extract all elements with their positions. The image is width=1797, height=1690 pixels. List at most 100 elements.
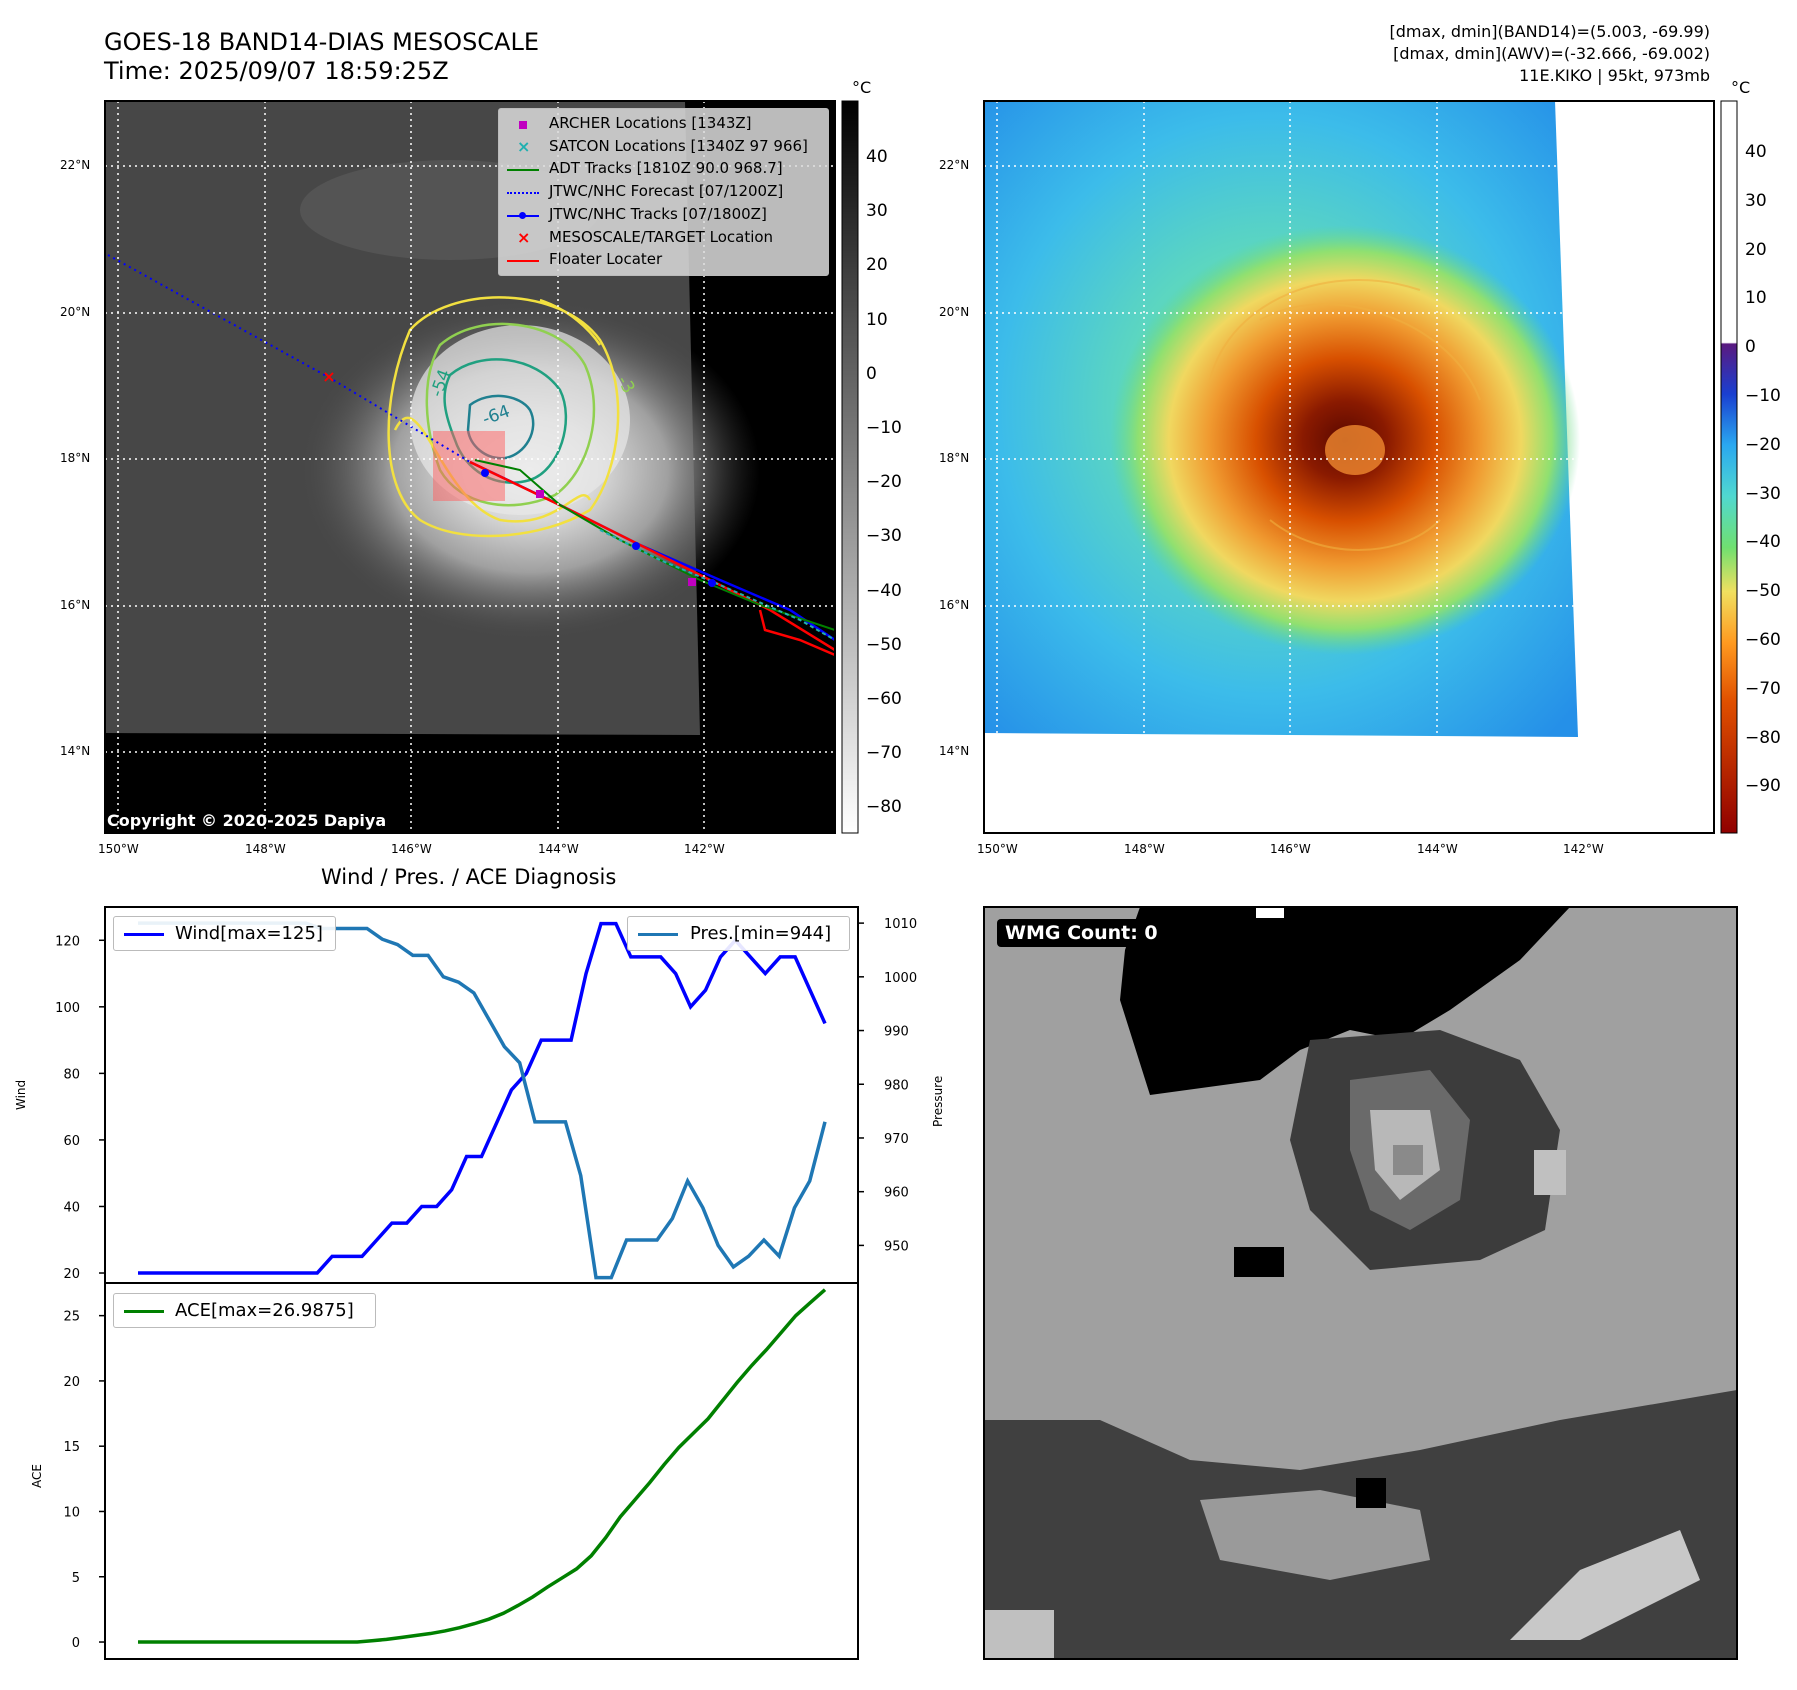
colorbar-tick-label: 0 (1745, 337, 1756, 358)
lat-tick-label: 22°N (60, 158, 91, 172)
axis-tick-label: 15 (63, 1440, 80, 1455)
legend-label: Floater Locater (549, 250, 663, 269)
awv-colorbar-unit: °C (1731, 78, 1751, 97)
lon-tick-label: 144°W (1417, 842, 1458, 856)
colorbar-tick-label: 20 (866, 255, 888, 276)
colorbar-tick-label: −60 (1745, 630, 1781, 650)
axis-tick-label: 25 (63, 1310, 80, 1325)
legend-marker-icon (507, 163, 539, 177)
legend-label: MESOSCALE/TARGET Location (549, 227, 774, 246)
ace-series-group (138, 1288, 827, 1644)
legend-marker-icon (507, 209, 539, 223)
lat-tick-label: 16°N (60, 598, 91, 612)
lon-tick-label: 146°W (391, 842, 432, 856)
lon-tick-label: 150°W (98, 842, 139, 856)
colorbar-tick-label: −80 (1745, 727, 1781, 748)
wmg-panel (984, 907, 1737, 1659)
colorbar-tick-label: −50 (1745, 581, 1781, 602)
svg-text:×: × (322, 367, 335, 386)
axis-tick-label: 960 (884, 1186, 909, 1201)
axis-tick-label: 0 (72, 1636, 80, 1651)
chart-title: GOES-18 BAND14-DIAS MESOSCALE (104, 28, 540, 56)
legend-label: JTWC/NHC Forecast [07/1200Z] (549, 182, 784, 201)
pres-legend: Pres.[min=944] (627, 916, 850, 951)
colorbar-tick-label: −50 (866, 634, 902, 655)
diagnosis-title: Wind / Pres. / ACE Diagnosis (321, 865, 617, 889)
colorbar-tick-label: −80 (866, 797, 902, 818)
awv-colorbar (1720, 100, 1738, 834)
axis-tick-label: 5 (72, 1571, 80, 1586)
wind-series-group (138, 921, 827, 1275)
ace-legend-swatch (124, 1310, 164, 1313)
legend-label: ADT Tracks [1810Z 90.0 968.7] (549, 159, 783, 178)
lat-tick-label: 18°N (60, 451, 91, 465)
lat-tick-label: 18°N (939, 451, 970, 465)
colorbar-tick-label: −90 (1745, 776, 1781, 797)
lat-tick-label: 14°N (60, 744, 91, 758)
axis-tick-label: 40 (63, 1200, 80, 1215)
ace-legend: ACE[max=26.9875] (113, 1293, 376, 1328)
colorbar-tick-label: 10 (1745, 288, 1767, 309)
colorbar-tick-label: −30 (1745, 483, 1781, 504)
colorbar-tick-label: −60 (866, 689, 902, 709)
colorbar-tick-label: 10 (866, 309, 888, 330)
pres-legend-label: Pres.[min=944] (690, 923, 832, 944)
lon-tick-label: 146°W (1270, 842, 1311, 856)
ir-colorbar (841, 100, 859, 834)
colorbar-tick-label: −40 (866, 580, 902, 601)
colorbar-tick-label: 40 (1745, 142, 1767, 162)
wind-legend-swatch (124, 933, 164, 936)
legend-label: JTWC/NHC Tracks [07/1800Z] (549, 204, 767, 223)
legend-label: SATCON Locations [1340Z 97 966] (549, 136, 808, 155)
axis-tick-label: 990 (884, 1025, 909, 1040)
chart-ticks-group: 20 40 60 80 100 120 950 960 970 980 990 1000 1010 0 5 1… (55, 917, 917, 1651)
legend-marker-icon (507, 254, 539, 268)
lon-tick-label: 142°W (1563, 842, 1604, 856)
lon-tick-label: 150°W (977, 842, 1018, 856)
colorbar-tick-label: −10 (1745, 386, 1781, 406)
colorbar-tick-label: 40 (866, 147, 888, 167)
axis-tick-label: 20 (63, 1267, 80, 1282)
colorbar-tick-label: 20 (1745, 239, 1767, 260)
pres-ylabel: Pressure (931, 1075, 945, 1127)
colorbar-tick-label: −70 (1745, 678, 1781, 699)
axis-tick-label: 80 (63, 1067, 80, 1082)
ace-legend-label: ACE[max=26.9875] (175, 1300, 354, 1321)
lat-tick-label: 22°N (939, 158, 970, 172)
axis-tick-label: 950 (884, 1239, 909, 1254)
wind-pres-axes (104, 906, 859, 1284)
pres-legend-swatch (638, 933, 678, 936)
wind-line (138, 921, 827, 1275)
axis-tick-label: 120 (55, 934, 80, 949)
legend-marker-icon: × (517, 136, 531, 156)
colorbar-tick-label: −30 (866, 526, 902, 547)
stats-band14: [dmax, dmin](BAND14)=(5.003, -69.99) (1389, 22, 1711, 41)
legend-marker-icon: × (517, 227, 531, 247)
lat-tick-label: 16°N (939, 598, 970, 612)
lon-tick-label: 148°W (1124, 842, 1165, 856)
legend-marker-icon (507, 118, 539, 132)
colorbar-tick-label: −40 (1745, 532, 1781, 553)
colorbar-tick-label: −70 (866, 743, 902, 764)
axis-tick-label: 60 (63, 1134, 80, 1149)
pres-series-group (138, 921, 827, 1280)
colorbar-tick-label: −10 (866, 418, 902, 438)
wmg-count-label: WMG Count: 0 (997, 919, 1166, 947)
colorbar-tick-label: −20 (866, 472, 902, 493)
storm-info: 11E.KIKO | 95kt, 973mb (1519, 66, 1710, 85)
stats-awv: [dmax, dmin](AWV)=(-32.666, -69.002) (1393, 44, 1710, 63)
map-legend: ARCHER Locations [1343Z] × SATCON Location… (498, 108, 829, 276)
lon-tick-label: 142°W (684, 842, 725, 856)
axis-tick-label: 1010 (884, 917, 917, 932)
ace-axes (104, 1282, 859, 1660)
axis-tick-label: 1000 (884, 971, 917, 986)
lon-tick-label: 148°W (245, 842, 286, 856)
ace-ylabel: ACE (30, 1464, 44, 1488)
awv-map-panel (984, 101, 1714, 833)
axis-tick-label: 100 (55, 1001, 80, 1016)
pressure-line (138, 921, 827, 1280)
time-label: Time: 2025/09/07 18:59:25Z (104, 57, 449, 85)
colorbar-tick-label: 30 (866, 201, 888, 222)
copyright-label: Copyright © 2020-2025 Dapiya (107, 811, 387, 830)
